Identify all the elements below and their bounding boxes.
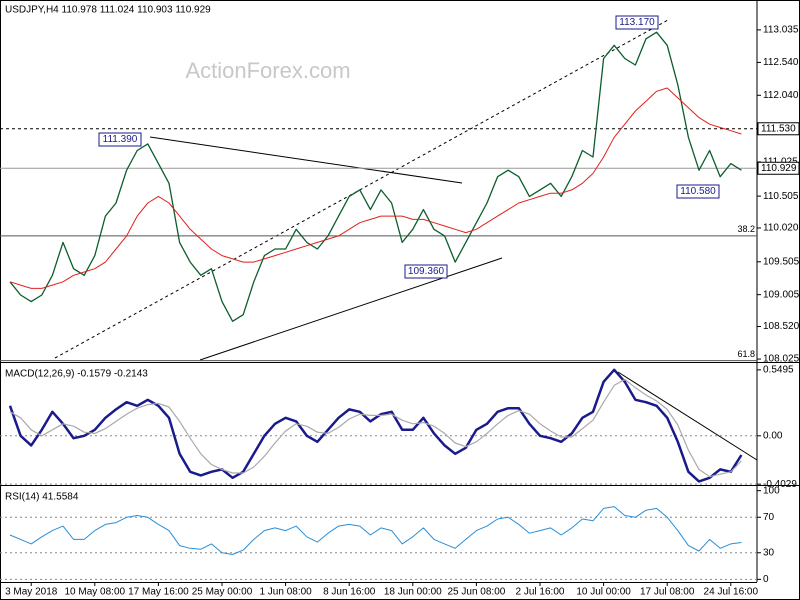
watermark: ActionForex.com [185, 58, 350, 83]
x-tick-label: 2 Jul 16:00 [516, 587, 565, 598]
annotation: 113.170 [619, 17, 655, 28]
x-tick-label: 8 Jun 16:00 [323, 587, 376, 598]
y-tick-label: 110.505 [763, 191, 799, 202]
y-tick-label: 0.00 [763, 430, 783, 441]
price-tag [757, 161, 800, 175]
chart-title: USDJPY,H4 110.978 111.024 110.903 110.92… [5, 5, 211, 16]
y-tick-label: 100 [763, 485, 780, 496]
y-tick-label: 0 [763, 574, 769, 585]
y-tick-label: 30 [763, 547, 775, 558]
price-label: 110.929 [761, 163, 797, 174]
series-line [9, 31, 742, 322]
trend-line [617, 371, 758, 461]
x-tick-label: 25 May 00:00 [192, 587, 253, 598]
x-tick-label: 24 Jul 16:00 [704, 587, 759, 598]
x-tick-label: 10 May 08:00 [64, 587, 125, 598]
y-tick-label: 112.540 [763, 57, 799, 68]
annotation-box [615, 15, 659, 30]
y-tick-label: 110.020 [763, 223, 799, 234]
series-line [9, 506, 742, 555]
y-tick-label: 109.005 [763, 289, 800, 300]
series-line [9, 87, 742, 289]
y-tick-label: 112.040 [763, 90, 799, 101]
x-tick-label: 10 Jul 00:00 [576, 587, 631, 598]
y-tick-label: 0.5495 [763, 365, 794, 376]
series-line [8, 368, 743, 483]
x-tick-label: 25 Jun 08:00 [447, 587, 505, 598]
x-tick-label: 1 Jun 08:00 [259, 587, 312, 598]
annotation: 110.580 [680, 186, 716, 197]
y-tick-label: -0.4029 [763, 479, 797, 490]
price-label: 111.530 [761, 123, 796, 134]
trend-line [199, 257, 503, 361]
x-tick-label: 18 Jun 00:00 [384, 587, 442, 598]
annotation: 111.390 [103, 134, 138, 145]
channel-line [54, 19, 669, 359]
series-line [9, 378, 742, 478]
panel-title: MACD(12,26,9) -0.1579 -0.2143 [5, 369, 148, 380]
x-tick-label: 17 May 16:00 [128, 587, 189, 598]
y-tick-label: 70 [763, 512, 775, 523]
annotation-box [404, 264, 448, 279]
trend-line [149, 136, 463, 184]
fib-label: 61.8 [737, 349, 755, 359]
fib-label: 38.2 [737, 224, 755, 234]
x-tick-label: 17 Jul 08:00 [640, 587, 695, 598]
annotation-box [98, 132, 142, 147]
x-tick-label: 3 May 2018 [5, 587, 58, 598]
y-tick-label: 109.505 [763, 256, 800, 267]
y-tick-label: 108.520 [763, 321, 800, 332]
price-tag [757, 122, 800, 136]
panel-title: RSI(14) 41.5584 [5, 492, 79, 503]
annotation: 109.360 [408, 266, 445, 277]
y-tick-label: 113.035 [763, 25, 799, 36]
y-tick-label: 108.025 [763, 354, 800, 365]
annotation-box [676, 184, 720, 199]
